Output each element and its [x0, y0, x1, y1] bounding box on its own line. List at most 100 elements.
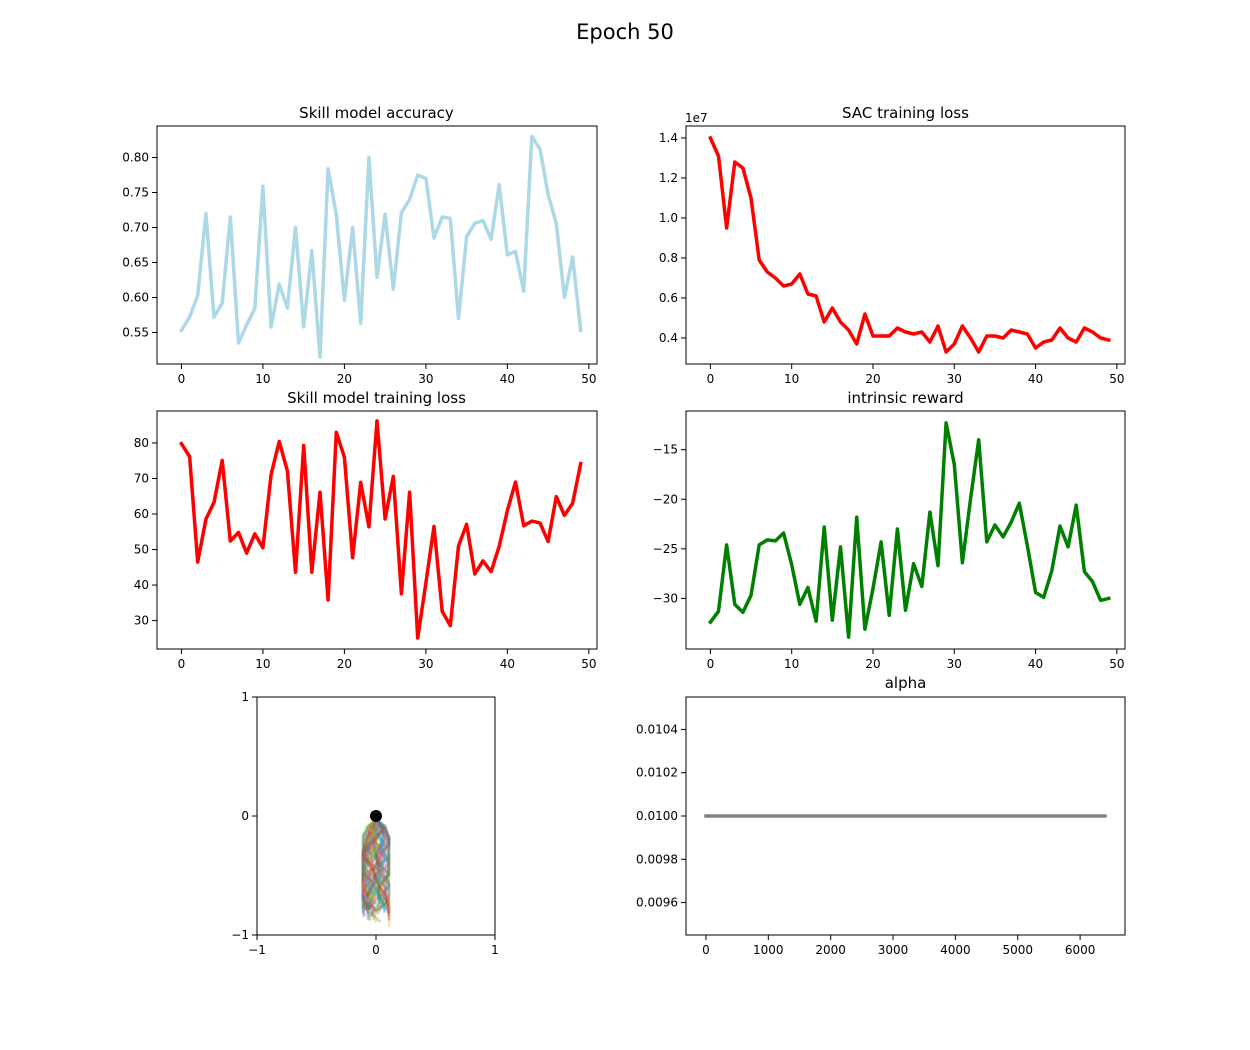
acc-ytick-label: 0.65	[122, 256, 149, 270]
skill-loss-chart: Skill model training loss 0 10 20 30 40 50 30 4…	[134, 389, 598, 671]
trajectory-line	[366, 818, 383, 912]
trajectory-line	[363, 819, 382, 923]
acc-ytick-label: 0.70	[122, 221, 149, 235]
acc-xtick-label: 20	[337, 372, 352, 386]
reward-xtick-label: 40	[1028, 657, 1043, 671]
sac-ytick-label: 1.0	[659, 211, 678, 225]
trajectory-line	[362, 818, 386, 912]
acc-series-line	[178, 134, 583, 359]
trajectory-line	[368, 819, 391, 914]
start-point-marker	[370, 810, 382, 822]
trajectory-line	[369, 819, 389, 911]
trajectory-line	[367, 818, 391, 911]
skloss-xtick-label: 0	[178, 657, 186, 671]
traj-ytick-label: −1	[231, 928, 249, 942]
skloss-ytick-label: 70	[134, 471, 149, 485]
trajectory-line	[363, 818, 389, 906]
sac-ytick-label: 0.6	[659, 291, 678, 305]
accuracy-chart-frame	[156, 125, 598, 365]
sac-loss-chart-title: SAC training loss	[842, 104, 969, 122]
accuracy-chart-title: Skill model accuracy	[299, 104, 454, 122]
trajectory-line	[361, 818, 378, 914]
trajectory-line	[361, 819, 378, 904]
trajectory-line	[366, 819, 382, 921]
sac-loss-chart: SAC training loss 1e7 0 10 20 30 40 50 0.4 0.6 0…	[659, 104, 1126, 386]
trajectory-line	[375, 818, 391, 913]
trajectory-line	[361, 818, 380, 901]
traj-ytick-label: 0	[241, 809, 249, 823]
trajectory-line	[361, 818, 379, 918]
acc-xtick-label: 40	[500, 372, 515, 386]
trajectory-line	[361, 818, 391, 914]
sac-ytick-label: 0.8	[659, 251, 678, 265]
alpha-ytick-label: 0.0104	[636, 722, 678, 736]
trajectory-line	[361, 819, 378, 909]
alpha-ytick-label: 0.0100	[636, 809, 678, 823]
reward-xtick-label: 50	[1109, 657, 1124, 671]
skloss-xtick-label: 30	[418, 657, 433, 671]
trajectory-line	[361, 818, 386, 910]
trajectory-line	[361, 818, 378, 911]
trajectory-line	[361, 819, 379, 908]
alpha-xtick-label: 4000	[940, 943, 971, 957]
sac-ytick-label: 1.2	[659, 171, 678, 185]
trajectory-line	[361, 818, 378, 923]
trajectory-line	[375, 818, 391, 909]
acc-ytick-label: 0.75	[122, 186, 149, 200]
alpha-xtick-label: 6000	[1065, 943, 1096, 957]
trajectory-line	[361, 819, 378, 897]
skloss-xtick-label: 10	[255, 657, 270, 671]
trajectory-line	[371, 818, 391, 921]
sac-xtick-label: 40	[1028, 372, 1043, 386]
reward-ytick-label: −30	[653, 591, 678, 605]
trajectory-line	[375, 818, 391, 906]
reward-xtick-label: 20	[865, 657, 880, 671]
trajectory-line	[361, 818, 391, 907]
trajectory-line	[361, 818, 378, 911]
sac-loss-chart-frame	[685, 125, 1126, 365]
trajectory-line	[361, 819, 381, 907]
sac-xtick-label: 30	[947, 372, 962, 386]
trajectory-line	[363, 819, 385, 908]
intrinsic-reward-chart-title: intrinsic reward	[847, 389, 963, 407]
sac-xtick-label: 10	[784, 372, 799, 386]
skloss-ytick-label: 30	[134, 614, 149, 628]
skloss-ytick-label: 40	[134, 578, 149, 592]
trajectory-line	[367, 818, 386, 913]
trajectory-line	[361, 819, 378, 910]
trajectory-line	[361, 819, 387, 913]
acc-xtick-label: 50	[581, 372, 596, 386]
sac-xtick-label: 50	[1109, 372, 1124, 386]
traj-ytick-label: 1	[241, 690, 249, 704]
sac-ytick-label: 0.4	[659, 331, 678, 345]
trajectory-line	[361, 818, 391, 915]
sac-xtick-label: 20	[865, 372, 880, 386]
trajectory-line	[361, 818, 377, 908]
trajectory-plot: −1 0 1 −1 0 1	[231, 690, 499, 957]
skloss-xtick-label: 50	[581, 657, 596, 671]
skloss-ytick-label: 80	[134, 436, 149, 450]
acc-ytick-label: 0.55	[122, 326, 149, 340]
trajectory-line	[371, 818, 391, 913]
alpha-xtick-label: 5000	[1002, 943, 1033, 957]
acc-xtick-label: 0	[178, 372, 186, 386]
acc-xtick-label: 30	[418, 372, 433, 386]
trajectory-line	[361, 819, 378, 903]
alpha-xtick-label: 1000	[753, 943, 784, 957]
intrinsic-reward-chart-frame	[685, 410, 1126, 650]
trajectory-line	[361, 819, 382, 916]
trajectory-line	[361, 819, 380, 906]
traj-xtick-label: 0	[372, 943, 380, 957]
trajectory-line	[373, 819, 391, 911]
sac-loss-offset-text: 1e7	[685, 111, 708, 125]
trajectory-line	[361, 819, 378, 918]
skloss-xtick-label: 20	[337, 657, 352, 671]
trajectory-line	[365, 818, 381, 904]
alpha-ytick-label: 0.0096	[636, 896, 678, 910]
acc-ytick-label: 0.60	[122, 291, 149, 305]
alpha-chart: alpha 0 1000 2000 3000 4000 5000 6000 0.0096 0.0…	[636, 674, 1126, 957]
sac-ytick-label: 1.4	[659, 131, 678, 145]
trajectory-line	[361, 819, 378, 908]
reward-ytick-label: −25	[653, 542, 678, 556]
